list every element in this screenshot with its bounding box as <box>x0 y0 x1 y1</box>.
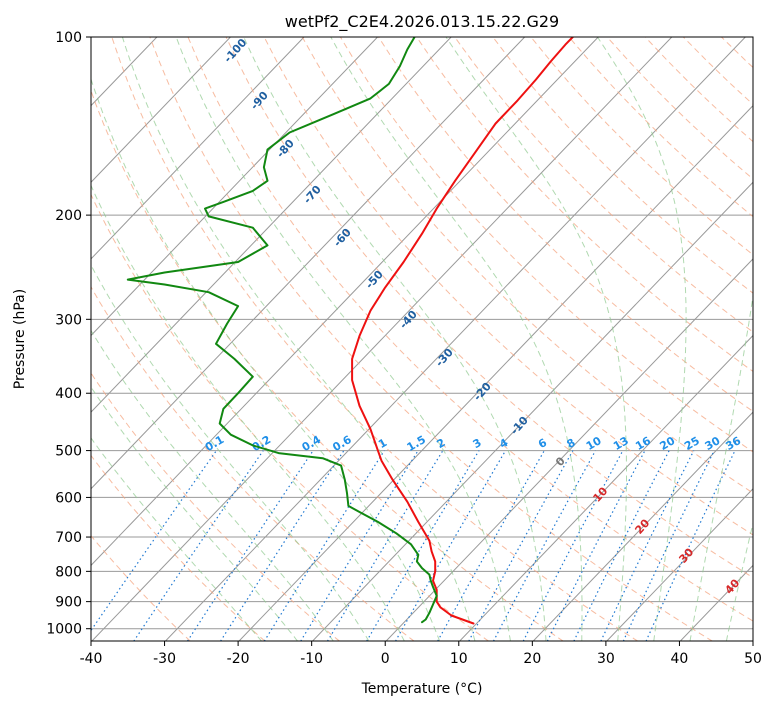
y-tick-label: 1000 <box>46 622 82 638</box>
x-tick-label: -20 <box>227 651 250 667</box>
x-tick-label: 10 <box>450 651 468 667</box>
y-tick-label: 800 <box>55 564 82 580</box>
y-tick-label: 200 <box>55 208 82 224</box>
x-axis-label: Temperature (°C) <box>361 681 483 697</box>
y-tick-label: 300 <box>55 312 82 328</box>
x-tick-label: 40 <box>671 651 689 667</box>
y-tick-label: 600 <box>55 490 82 506</box>
x-tick-label: 0 <box>381 651 390 667</box>
x-tick-label: 20 <box>523 651 541 667</box>
x-tick-label: 30 <box>597 651 615 667</box>
y-tick-label: 400 <box>55 386 82 402</box>
y-tick-label: 700 <box>55 530 82 546</box>
x-tick-label: 50 <box>744 651 762 667</box>
y-tick-label: 100 <box>55 30 82 46</box>
chart-title: wetPf2_C2E4.2026.013.15.22.G29 <box>285 12 559 32</box>
y-tick-label: 900 <box>55 595 82 611</box>
y-axis-label: Pressure (hPa) <box>12 289 28 389</box>
x-tick-label: -40 <box>80 651 103 667</box>
x-tick-label: -10 <box>300 651 323 667</box>
y-tick-label: 500 <box>55 444 82 460</box>
x-tick-label: -30 <box>153 651 176 667</box>
